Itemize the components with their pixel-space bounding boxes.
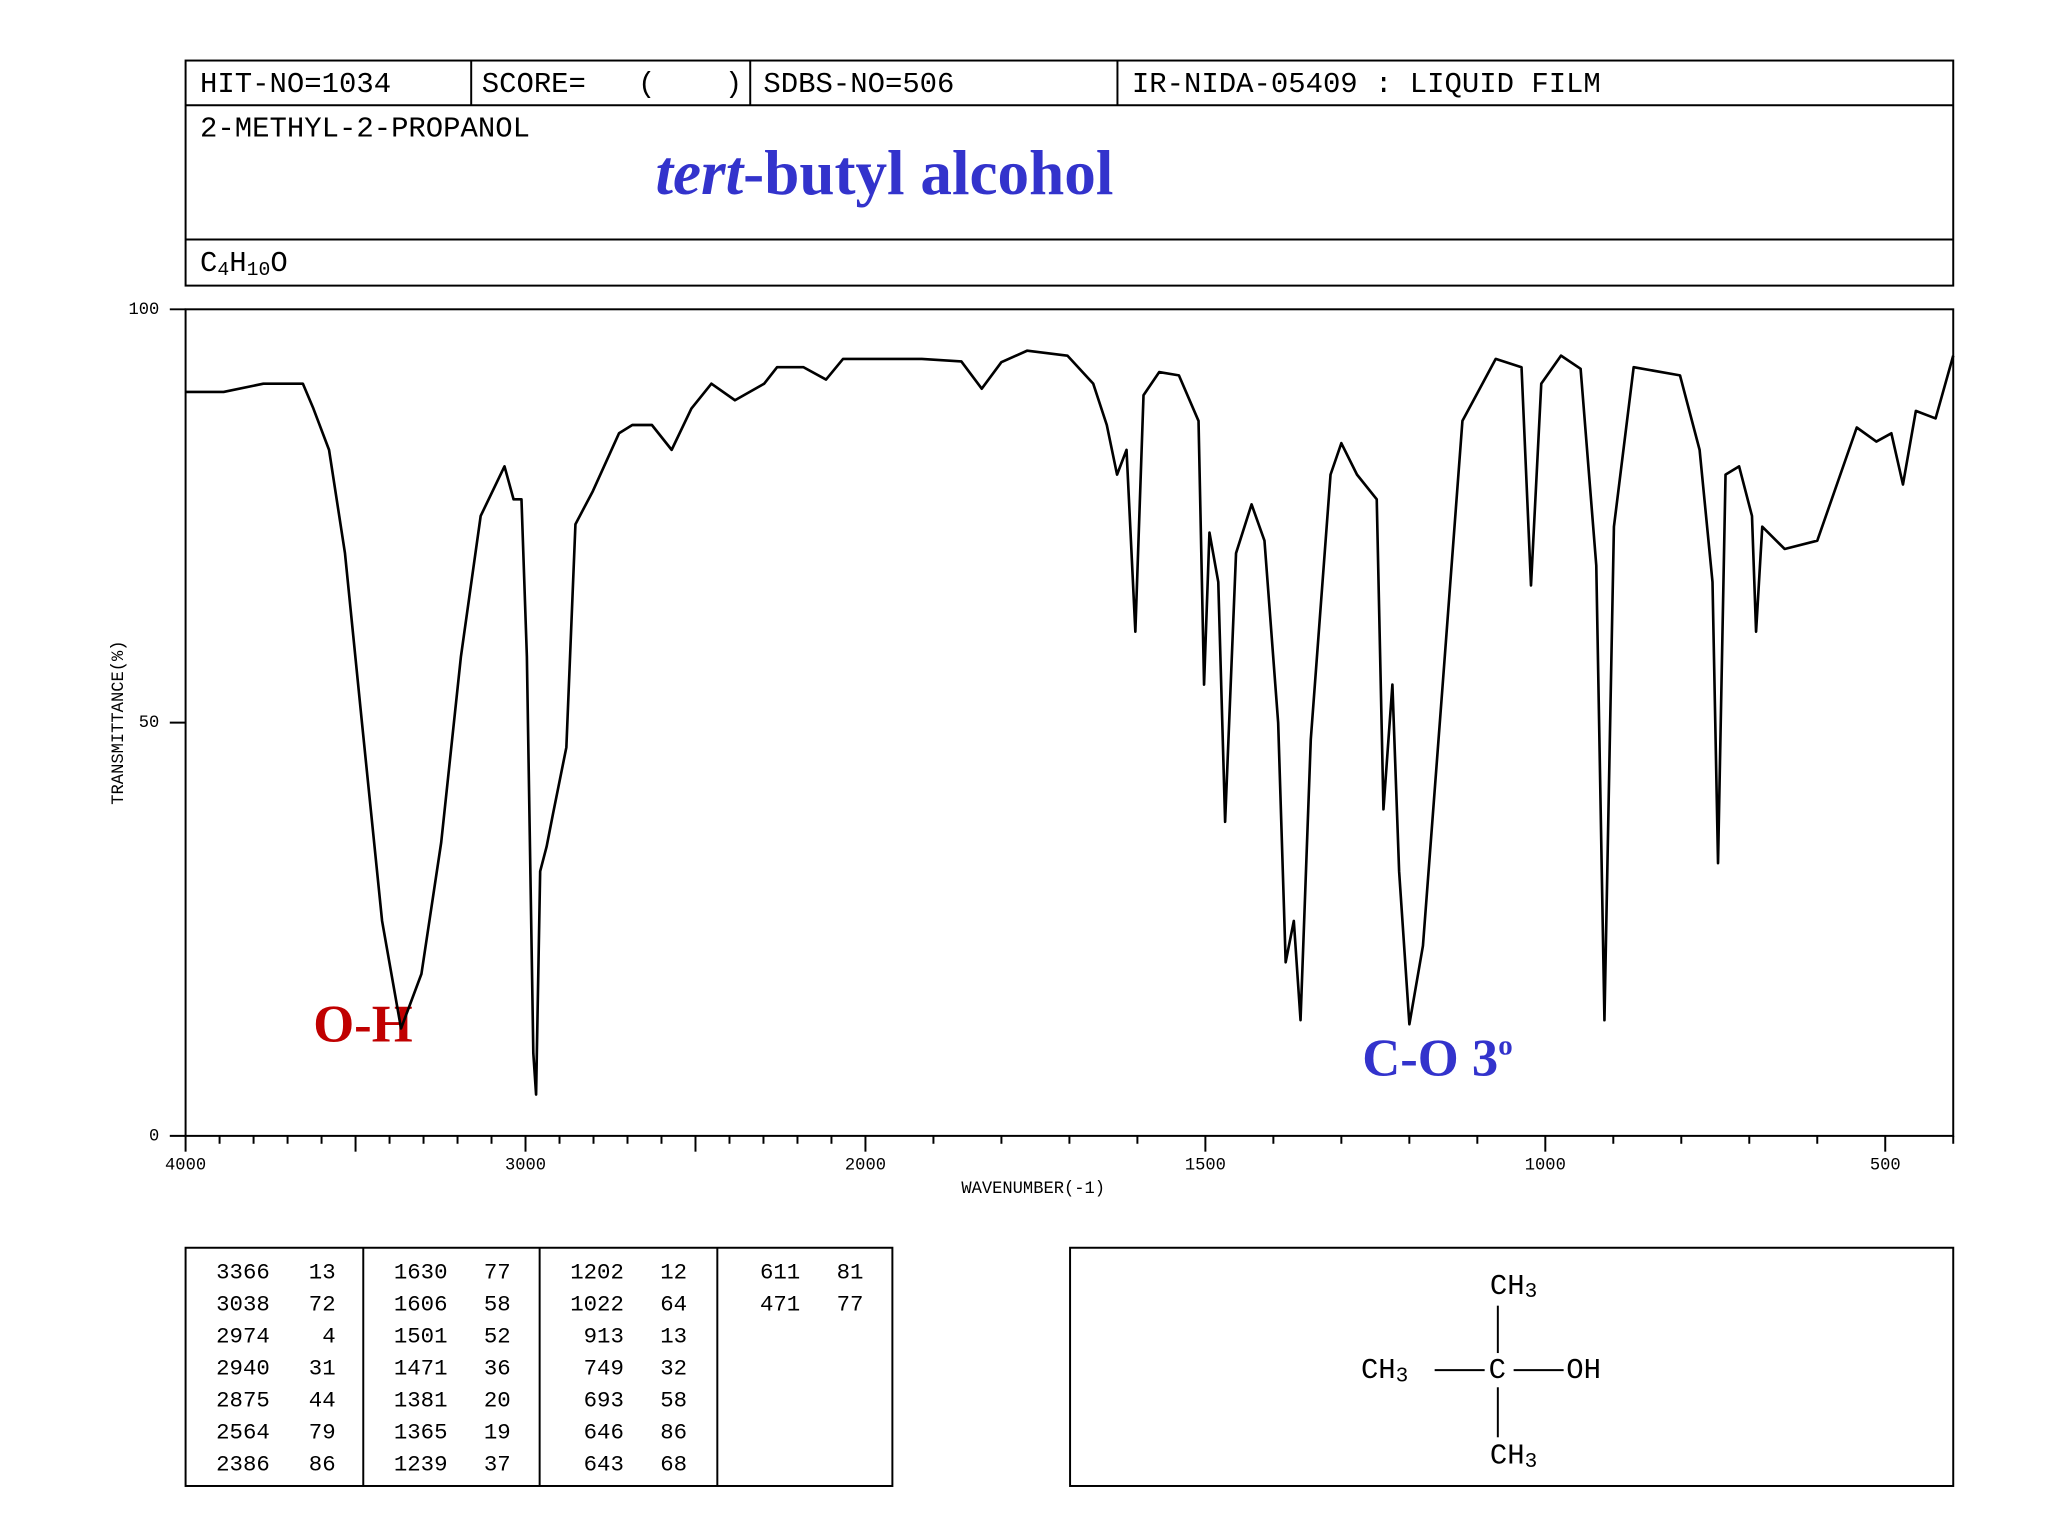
peak-transmittance: 13: [309, 1260, 336, 1286]
plot-frame: [184, 308, 1955, 1137]
atom: C: [1489, 1354, 1506, 1387]
atom-part: CH: [1490, 1270, 1525, 1303]
y-tick-label: 50: [139, 714, 160, 733]
peak-wavenumber: 3366: [216, 1260, 270, 1286]
peak-transmittance: 4: [322, 1324, 335, 1350]
peak-wavenumber: 749: [584, 1356, 624, 1382]
atom-part: CH: [1490, 1439, 1525, 1472]
peak-transmittance: 81: [837, 1260, 864, 1286]
x-axis-label: WAVENUMBER(-1): [961, 1180, 1105, 1199]
peak-transmittance: 31: [309, 1356, 336, 1382]
atom-part: 3: [1525, 1450, 1538, 1474]
formula: C4H10O: [200, 247, 288, 281]
peak-wavenumber: 1501: [394, 1324, 448, 1350]
formula-part: C: [200, 247, 217, 280]
peak-wavenumber: 643: [584, 1452, 624, 1478]
x-tick-label: 3000: [505, 1156, 546, 1175]
hit-no: HIT-NO=1034: [200, 68, 391, 101]
title-part: tert: [655, 138, 745, 208]
x-tick-label: 1000: [1525, 1156, 1566, 1175]
method: IR-NIDA-05409 : LIQUID FILM: [1132, 68, 1601, 101]
peak-transmittance: 20: [484, 1388, 511, 1414]
peak-transmittance: 79: [309, 1420, 336, 1446]
peak-wavenumber: 1381: [394, 1388, 448, 1414]
peak-wavenumber: 1022: [570, 1292, 624, 1318]
peak-transmittance: 13: [660, 1324, 687, 1350]
y-axis-label: TRANSMITTANCE(%): [110, 640, 129, 804]
score: SCORE= ( ): [482, 68, 742, 101]
peak-transmittance: 12: [660, 1260, 687, 1286]
annotation-part: o: [1498, 1029, 1512, 1061]
peak-transmittance: 19: [484, 1420, 511, 1446]
peak-transmittance: 68: [660, 1452, 687, 1478]
peak-wavenumber: 1239: [394, 1452, 448, 1478]
peak-wavenumber: 1630: [394, 1260, 448, 1286]
peak-transmittance: 36: [484, 1356, 511, 1382]
atom-part: 3: [1525, 1280, 1538, 1304]
atom-part: 3: [1396, 1364, 1409, 1388]
peak-wavenumber: 1202: [570, 1260, 624, 1286]
structure-box: [1069, 1246, 1955, 1487]
bonds: [1434, 1305, 1564, 1438]
peak-transmittance: 86: [660, 1420, 687, 1446]
x-tick-label: 2000: [845, 1156, 886, 1175]
formula-part: H: [229, 247, 246, 280]
peak-wavenumber: 471: [760, 1292, 800, 1318]
formula-part: 10: [247, 259, 271, 281]
atom: CH3: [1361, 1354, 1408, 1388]
atom: CH3: [1490, 1439, 1537, 1473]
atom-part: CH: [1361, 1354, 1396, 1387]
x-tick-label: 4000: [165, 1156, 206, 1175]
peak-transmittance: 37: [484, 1452, 511, 1478]
formula-part: O: [270, 247, 287, 280]
chart-title: tert-butyl alcohol: [655, 138, 1113, 208]
peak-wavenumber: 913: [584, 1324, 624, 1350]
annotation-part: C-O 3: [1362, 1030, 1498, 1088]
peak-wavenumber: 646: [584, 1420, 624, 1446]
compound-name: 2-METHYL-2-PROPANOL: [200, 113, 530, 146]
peak-transmittance: 32: [660, 1356, 687, 1382]
peak-transmittance: 86: [309, 1452, 336, 1478]
x-tick-label: 500: [1870, 1156, 1901, 1175]
title-part: -butyl alcohol: [743, 138, 1113, 208]
peak-wavenumber: 3038: [216, 1292, 270, 1318]
peak-transmittance: 72: [309, 1292, 336, 1318]
spectrum-line: [185, 349, 1955, 1096]
peak-transmittance: 58: [484, 1292, 511, 1318]
peak-wavenumber: 1471: [394, 1356, 448, 1382]
peak-wavenumber: 2386: [216, 1452, 270, 1478]
atom: OH: [1566, 1354, 1601, 1387]
header-box: [184, 59, 1955, 287]
peak-wavenumber: 1606: [394, 1292, 448, 1318]
peak-wavenumber: 611: [760, 1260, 800, 1286]
peak-wavenumber: 2564: [216, 1420, 270, 1446]
peak-transmittance: 44: [309, 1388, 336, 1414]
peak-transmittance: 64: [660, 1292, 687, 1318]
peak-transmittance: 58: [660, 1388, 687, 1414]
peak-wavenumber: 2875: [216, 1388, 270, 1414]
annotation: C-O 3o: [1362, 1029, 1512, 1087]
peak-wavenumber: 2974: [216, 1324, 270, 1350]
peak-wavenumber: 1365: [394, 1420, 448, 1446]
peak-wavenumber: 2940: [216, 1356, 270, 1382]
y-tick-label: 100: [128, 301, 159, 320]
sdbs-no: SDBS-NO=506: [763, 68, 954, 101]
peak-transmittance: 77: [484, 1260, 511, 1286]
formula-part: 4: [217, 259, 229, 281]
peak-wavenumber: 693: [584, 1388, 624, 1414]
y-tick-label: 0: [149, 1127, 159, 1146]
peak-transmittance: 52: [484, 1324, 511, 1350]
peak-list: 3366 13 3038 72 2974 4 2940 31 2875 44 2564 79 2386 8…: [216, 1260, 863, 1478]
atom: CH3: [1490, 1270, 1537, 1304]
x-tick-label: 1500: [1185, 1156, 1226, 1175]
peak-transmittance: 77: [837, 1292, 864, 1318]
